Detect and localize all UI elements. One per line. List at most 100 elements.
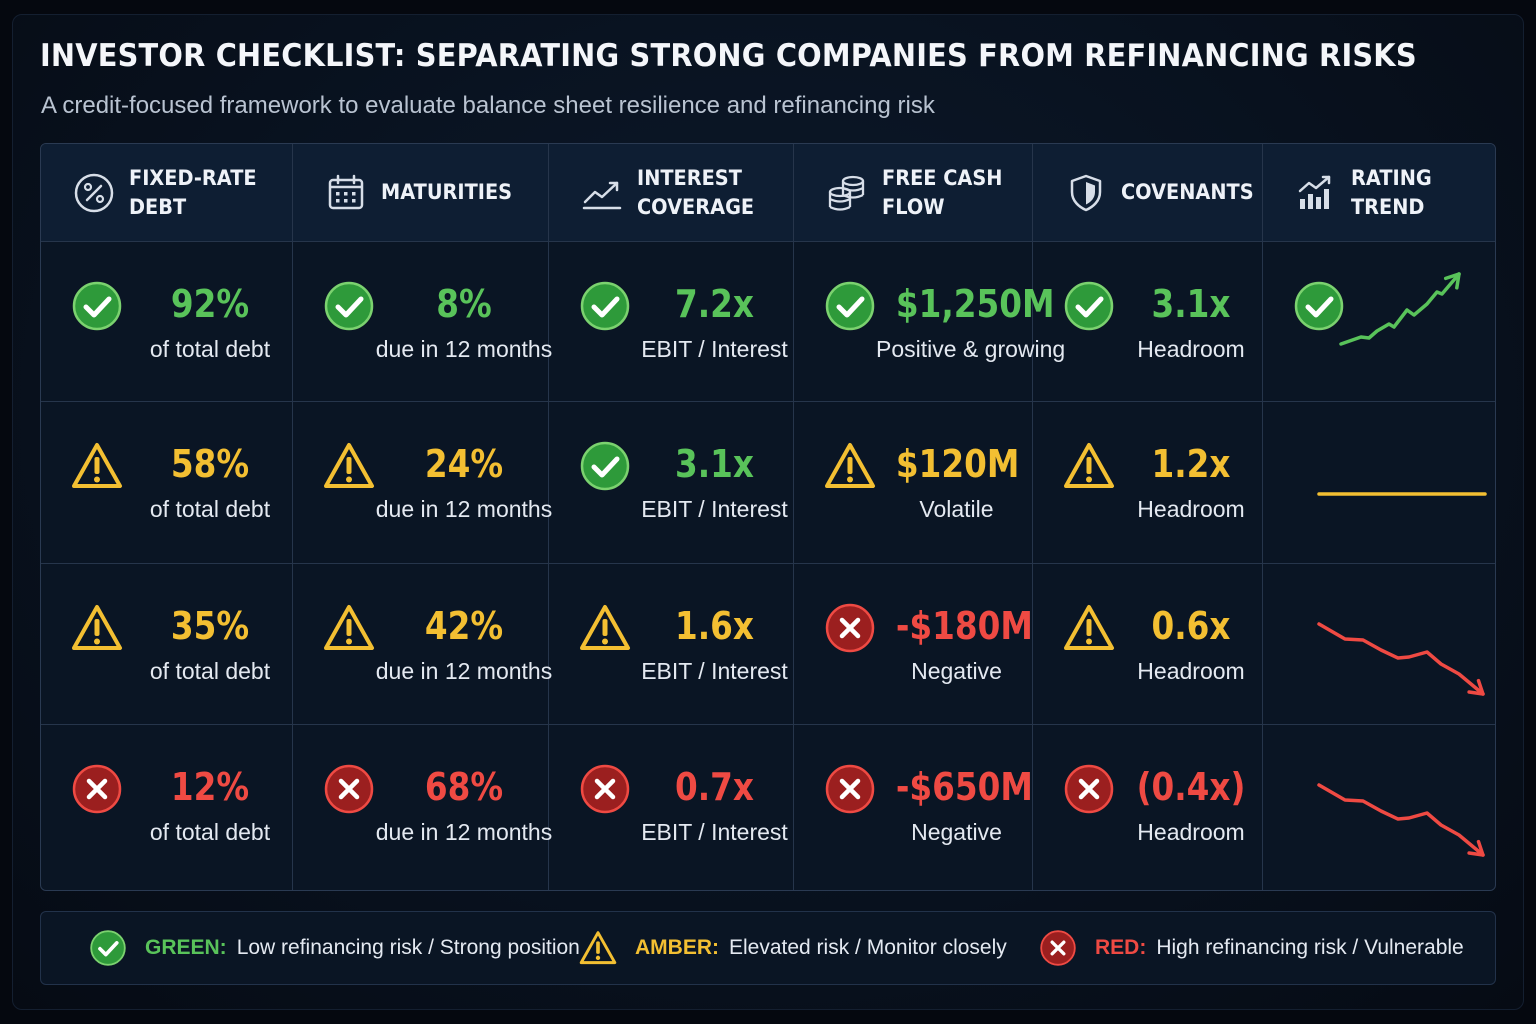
metric-caption: Headroom [1137, 658, 1245, 684]
metric-caption: EBIT / Interest [641, 496, 788, 522]
metric-value: 12% [170, 765, 250, 809]
header-interest-coverage: INTEREST COVERAGE [549, 144, 794, 242]
header-fixed-rate-debt: FIXED-RATE DEBT [41, 144, 293, 242]
cell-fixed-rate-debt-row-4: 12% of total debt [41, 725, 293, 890]
warning-triangle-icon [579, 602, 631, 654]
metric-caption: Headroom [1137, 496, 1245, 522]
check-circle-icon [71, 280, 123, 332]
cell-interest-coverage-row-3: 1.6x EBIT / Interest [549, 564, 794, 725]
cell-fixed-rate-debt-row-2: 58% of total debt [41, 402, 293, 564]
metric-value: 7.2x [675, 282, 754, 326]
header-rating-trend: RATING TREND [1263, 144, 1495, 242]
checklist-table: FIXED-RATE DEBT MATURITIES INTEREST COVERA… [40, 143, 1496, 891]
metric-caption: Headroom [1137, 336, 1245, 362]
metric-caption: Negative [911, 819, 1002, 845]
metric-caption: of total debt [149, 496, 271, 522]
shield-icon [1065, 172, 1107, 214]
metric-caption: Positive & growing [876, 336, 1066, 362]
cell-rating-trend-row-2 [1263, 402, 1495, 564]
x-circle-icon [323, 763, 375, 815]
cell-rating-trend-row-1 [1263, 242, 1495, 402]
x-circle-icon [71, 763, 123, 815]
x-circle-icon [1039, 929, 1095, 967]
cell-covenants-row-3: 0.6x Headroom [1033, 564, 1263, 725]
legend-text: Low refinancing risk / Strong position [236, 936, 580, 959]
header-label: MATURITIES [381, 180, 513, 204]
check-circle-icon [579, 280, 631, 332]
rating-trend-down-icon [1317, 783, 1485, 857]
legend-key: AMBER: [635, 936, 719, 959]
warning-triangle-icon [323, 602, 375, 654]
warning-triangle-icon [1063, 440, 1115, 492]
cell-free-cash-flow-row-2: $120M Volatile [794, 402, 1033, 564]
legend-item-red: RED: High refinancing risk / Vulnerable [1039, 929, 1464, 967]
cell-interest-coverage-row-4: 0.7x EBIT / Interest [549, 725, 794, 890]
rating-trend-up-icon [1339, 272, 1461, 346]
legend-item-green: GREEN: Low refinancing risk / Strong posi… [89, 929, 580, 967]
metric-caption: Headroom [1137, 819, 1245, 845]
metric-value: 58% [170, 442, 250, 486]
cell-rating-trend-row-4 [1263, 725, 1495, 890]
metric-caption: EBIT / Interest [641, 658, 788, 684]
page-subtitle: A credit-focused framework to evaluate b… [41, 92, 935, 119]
legend-key: RED: [1095, 936, 1147, 959]
warning-triangle-icon [1063, 602, 1115, 654]
rating-trend-down-icon [1317, 622, 1485, 696]
metric-value: 35% [170, 604, 250, 648]
header-label: FREE CASH FLOW [882, 165, 1003, 219]
metric-value: 0.7x [675, 765, 754, 809]
page-title: INVESTOR CHECKLIST: SEPARATING STRONG CO… [40, 38, 1417, 74]
metric-caption: of total debt [149, 658, 271, 684]
x-circle-icon [579, 763, 631, 815]
metric-caption: Negative [911, 658, 1002, 684]
header-maturities: MATURITIES [293, 144, 549, 242]
rating-trend-flat-icon [1317, 492, 1487, 496]
x-circle-icon [824, 602, 876, 654]
check-circle-icon [89, 929, 145, 967]
check-circle-icon [1063, 280, 1115, 332]
metric-value: -$650M [895, 765, 1033, 809]
metric-value: 92% [170, 282, 250, 326]
metric-caption: due in 12 months [375, 819, 553, 845]
metric-caption: of total debt [149, 819, 271, 845]
warning-triangle-icon [323, 440, 375, 492]
legend-item-amber: AMBER: Elevated risk / Monitor closely [579, 929, 1007, 967]
cell-covenants-row-1: 3.1x Headroom [1033, 242, 1263, 402]
metric-caption: due in 12 months [375, 336, 553, 362]
metric-value: -$180M [895, 604, 1033, 648]
metric-value: 0.6x [1151, 604, 1231, 648]
header-label: COVENANTS [1121, 180, 1254, 204]
legend-key: GREEN: [145, 936, 227, 959]
warning-triangle-icon [824, 440, 876, 492]
check-circle-icon [1293, 280, 1345, 332]
metric-value: 8% [436, 282, 492, 326]
cell-maturities-row-3: 42% due in 12 months [293, 564, 552, 725]
header-label: FIXED-RATE DEBT [129, 165, 257, 219]
metric-caption: EBIT / Interest [641, 819, 788, 845]
cell-fixed-rate-debt-row-3: 35% of total debt [41, 564, 293, 725]
x-circle-icon [1063, 763, 1115, 815]
metric-value: 24% [424, 442, 504, 486]
check-circle-icon [579, 440, 631, 492]
warning-triangle-icon [71, 440, 123, 492]
line-chart-icon [581, 172, 623, 214]
metric-value: $120M [895, 442, 1020, 486]
cell-free-cash-flow-row-4: -$650M Negative [794, 725, 1033, 890]
x-circle-icon [824, 763, 876, 815]
warning-triangle-icon [579, 929, 635, 967]
cell-interest-coverage-row-1: 7.2x EBIT / Interest [549, 242, 794, 402]
legend-text: Elevated risk / Monitor closely [729, 936, 1007, 959]
header-label: INTEREST COVERAGE [637, 165, 755, 219]
cell-rating-trend-row-3 [1263, 564, 1495, 725]
cell-interest-coverage-row-2: 3.1x EBIT / Interest [549, 402, 794, 564]
metric-caption: of total debt [149, 336, 271, 362]
legend: GREEN: Low refinancing risk / Strong posi… [40, 911, 1496, 985]
check-circle-icon [824, 280, 876, 332]
check-circle-icon [323, 280, 375, 332]
legend-text: High refinancing risk / Vulnerable [1156, 936, 1464, 959]
calendar-icon [325, 172, 367, 214]
metric-value: 42% [424, 604, 504, 648]
header-covenants: COVENANTS [1033, 144, 1263, 242]
bar-chart-icon [1295, 172, 1337, 214]
cell-free-cash-flow-row-1: $1,250M Positive & growing [794, 242, 1065, 402]
